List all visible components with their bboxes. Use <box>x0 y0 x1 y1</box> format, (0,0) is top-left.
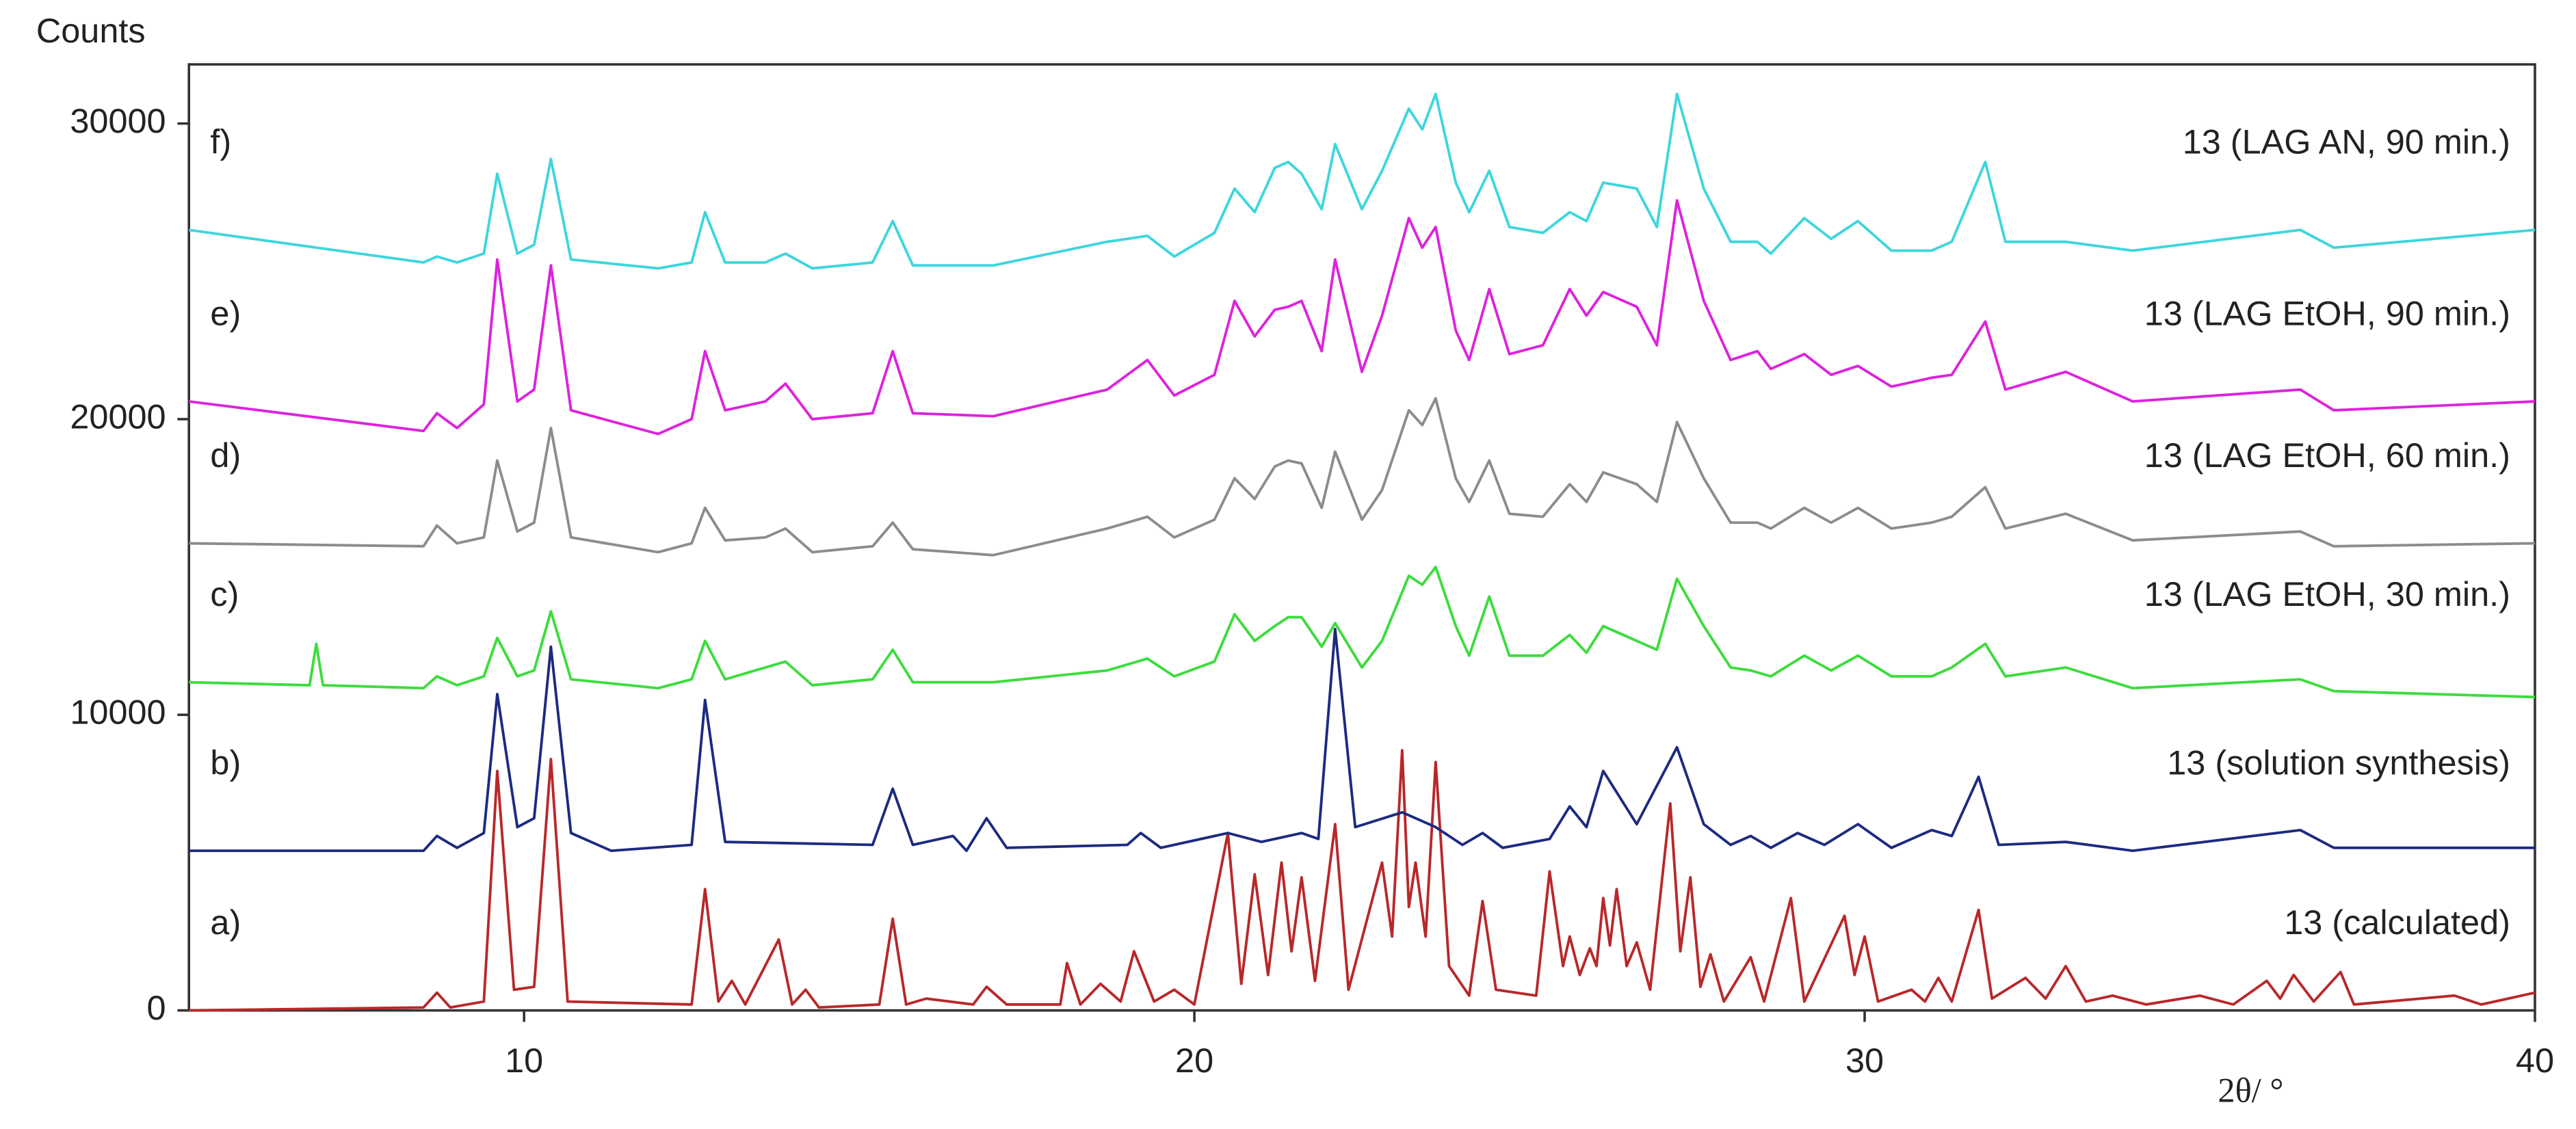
pattern-line <box>188 92 2536 270</box>
series-letter: e) <box>210 293 241 332</box>
series-name: 13 (calculated) <box>2284 903 2510 942</box>
series-name: 13 (LAG AN, 90 min.) <box>2183 122 2510 161</box>
y-tick-label: 30000 <box>70 101 166 140</box>
pattern-line <box>189 749 2536 1012</box>
series-letter: b) <box>210 743 241 782</box>
pattern-line <box>188 199 2536 436</box>
series-letter: d) <box>210 436 241 475</box>
plot-frame <box>187 63 2536 1012</box>
series-name: 13 (LAG EtOH, 90 min.) <box>2144 293 2510 332</box>
x-tick-label: 10 <box>505 1041 543 1080</box>
y-tick-label: 20000 <box>70 397 166 436</box>
series-letter: c) <box>210 574 239 613</box>
series-name: 13 (solution synthesis) <box>2167 743 2510 782</box>
pattern-line <box>189 397 2535 557</box>
x-tick-label: 20 <box>1175 1041 1213 1080</box>
pattern-line <box>189 627 2535 853</box>
x-tick-label: 30 <box>1845 1041 1884 1080</box>
x-axis-label: 2θ/ ° <box>2218 1072 2283 1110</box>
series-name: 13 (LAG EtOH, 60 min.) <box>2144 436 2510 475</box>
x-tick-label: 40 <box>2516 1041 2554 1080</box>
y-axis-label: Counts <box>36 11 146 50</box>
pattern-line <box>189 566 2536 699</box>
y-tick-label: 10000 <box>70 693 166 732</box>
y-tick-label: 0 <box>147 988 166 1027</box>
series-letter: a) <box>210 903 241 942</box>
series-letter: f) <box>210 122 231 161</box>
series-name: 13 (LAG EtOH, 30 min.) <box>2144 574 2510 613</box>
